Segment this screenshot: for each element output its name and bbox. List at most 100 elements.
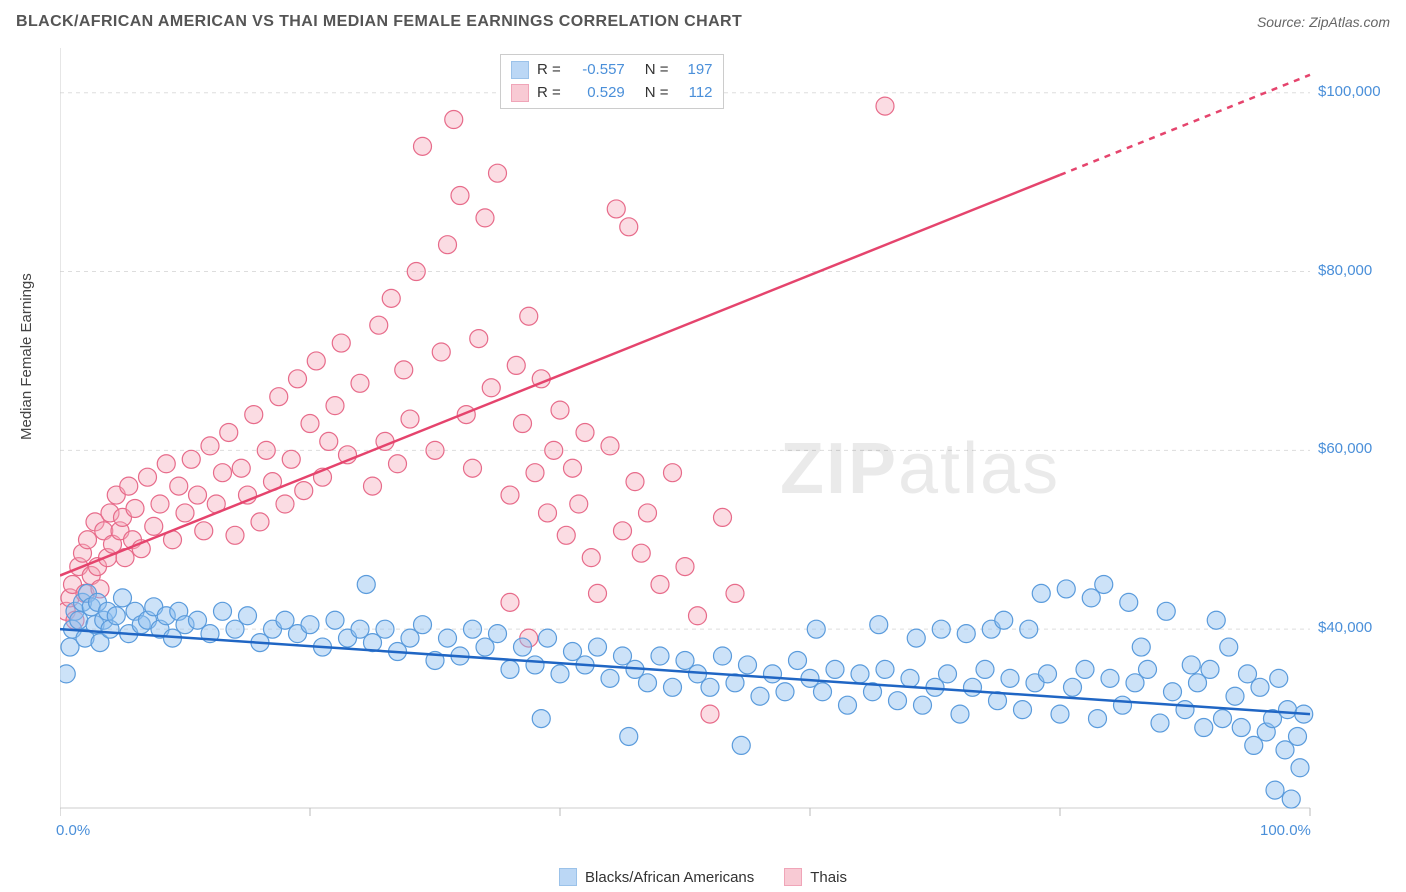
scatter-point-a [539, 629, 557, 647]
legend-swatch-b [784, 868, 802, 886]
scatter-point-a [764, 665, 782, 683]
scatter-point-a [1039, 665, 1057, 683]
scatter-point-b [501, 486, 519, 504]
scatter-point-a [1232, 719, 1250, 737]
scatter-point-b [664, 464, 682, 482]
scatter-point-a [1064, 678, 1082, 696]
stats-row-b: R =0.529N =112 [511, 82, 713, 105]
scatter-point-a [995, 611, 1013, 629]
y-tick-label: $100,000 [1318, 83, 1381, 100]
scatter-point-a [414, 616, 432, 634]
scatter-point-b [551, 401, 569, 419]
scatter-point-a [1089, 710, 1107, 728]
scatter-point-b [176, 504, 194, 522]
scatter-point-b [489, 164, 507, 182]
scatter-point-a [701, 678, 719, 696]
scatter-point-b [407, 263, 425, 281]
scatter-point-b [151, 495, 169, 513]
scatter-point-a [107, 607, 125, 625]
scatter-point-a [532, 710, 550, 728]
scatter-point-a [1101, 669, 1119, 687]
scatter-point-b [607, 200, 625, 218]
scatter-point-b [157, 455, 175, 473]
scatter-point-a [839, 696, 857, 714]
y-tick-label: $40,000 [1318, 619, 1372, 636]
scatter-point-b [382, 289, 400, 307]
scatter-point-a [1251, 678, 1269, 696]
scatter-point-a [620, 727, 638, 745]
scatter-point-a [1270, 669, 1288, 687]
scatter-point-b [514, 415, 532, 433]
scatter-point-a [814, 683, 832, 701]
regression-line-b [60, 175, 1060, 576]
scatter-point-a [601, 669, 619, 687]
scatter-point-a [914, 696, 932, 714]
scatter-point-a [1001, 669, 1019, 687]
scatter-point-b [482, 379, 500, 397]
scatter-point-a [876, 660, 894, 678]
source-name: ZipAtlas.com [1309, 14, 1390, 30]
scatter-point-b [145, 517, 163, 535]
scatter-point-a [1195, 719, 1213, 737]
stats-r-label: R = [537, 82, 561, 105]
stats-n-value: 197 [677, 59, 713, 82]
scatter-point-b [620, 218, 638, 236]
stats-r-value: -0.557 [569, 59, 625, 82]
scatter-point-a [1139, 660, 1157, 678]
legend-item-b: Thais [784, 868, 847, 886]
scatter-point-a [1076, 660, 1094, 678]
scatter-point-a [326, 611, 344, 629]
scatter-point-b [876, 97, 894, 115]
y-tick-label: $80,000 [1318, 262, 1372, 279]
scatter-point-b [195, 522, 213, 540]
scatter-point-b [170, 477, 188, 495]
scatter-point-a [932, 620, 950, 638]
stats-swatch [511, 84, 529, 102]
scatter-point-a [60, 665, 75, 683]
scatter-point-b [370, 316, 388, 334]
scatter-point-a [807, 620, 825, 638]
source-attribution: Source: ZipAtlas.com [1257, 14, 1390, 30]
scatter-point-b [539, 504, 557, 522]
scatter-point-b [651, 575, 669, 593]
stats-n-label: N = [645, 82, 669, 105]
scatter-point-a [1095, 575, 1113, 593]
scatter-point-b [426, 441, 444, 459]
scatter-point-b [464, 459, 482, 477]
scatter-point-a [514, 638, 532, 656]
scatter-point-b [220, 423, 238, 441]
regression-line-a [60, 629, 1310, 714]
scatter-point-a [1291, 759, 1309, 777]
scatter-point-a [907, 629, 925, 647]
scatter-point-b [507, 356, 525, 374]
scatter-point-a [739, 656, 757, 674]
scatter-point-a [489, 625, 507, 643]
legend-item-a: Blacks/African Americans [559, 868, 754, 886]
scatter-point-a [357, 575, 375, 593]
legend-label-b: Thais [810, 869, 847, 886]
scatter-point-b [307, 352, 325, 370]
scatter-point-b [501, 593, 519, 611]
scatter-point-b [520, 307, 538, 325]
scatter-point-b [295, 482, 313, 500]
legend: Blacks/African Americans Thais [0, 868, 1406, 886]
scatter-point-a [1157, 602, 1175, 620]
scatter-point-b [79, 531, 97, 549]
scatter-point-a [239, 607, 257, 625]
legend-swatch-a [559, 868, 577, 886]
scatter-point-b [401, 410, 419, 428]
scatter-point-a [851, 665, 869, 683]
scatter-point-b [245, 406, 263, 424]
scatter-point-a [439, 629, 457, 647]
scatter-point-a [1266, 781, 1284, 799]
scatter-point-a [214, 602, 232, 620]
scatter-point-b [226, 526, 244, 544]
scatter-point-b [270, 388, 288, 406]
scatter-point-b [414, 137, 432, 155]
stats-n-value: 112 [677, 82, 713, 105]
scatter-point-b [557, 526, 575, 544]
stats-row-a: R =-0.557N =197 [511, 59, 713, 82]
stats-n-label: N = [645, 59, 669, 82]
scatter-point-b [632, 544, 650, 562]
scatter-point-a [1220, 638, 1238, 656]
